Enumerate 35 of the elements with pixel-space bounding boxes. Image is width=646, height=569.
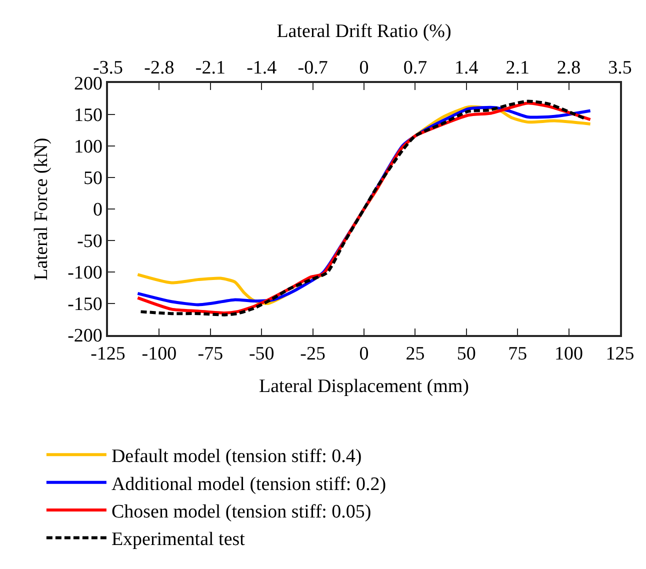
x2-axis-title: Lateral Drift Ratio (%) [276, 21, 452, 42]
legend-label: Default model (tension stiff: 0.4) [111, 446, 362, 468]
x-tick-label: 50 [456, 344, 476, 365]
y-tick-label: 50 [83, 168, 102, 190]
y-tick-label: 150 [74, 105, 102, 126]
x-tick-label: -75 [198, 344, 224, 365]
x2-tick-label: -0.7 [298, 58, 328, 79]
x-tick-label: 25 [406, 344, 425, 365]
y-tick-label: -100 [68, 262, 102, 284]
y-tick-label: -50 [77, 231, 102, 252]
x-tick-label: 0 [359, 344, 369, 365]
x2-tick-label: -1.4 [246, 58, 278, 79]
x-tick-label: 100 [554, 344, 584, 365]
x-tick-label: 75 [508, 344, 528, 365]
x2-tick-label: 0.7 [403, 58, 428, 79]
y-tick-label: 0 [92, 200, 102, 221]
x-tick-label: -25 [300, 344, 326, 365]
x2-tick-label: 0 [359, 58, 369, 79]
x-tick-label: -100 [142, 344, 177, 365]
x-tick-label: -50 [248, 344, 274, 365]
legend-label: Chosen model (tension stiff: 0.05) [111, 501, 372, 522]
x-axis-title: Lateral Displacement (mm) [259, 376, 469, 397]
x2-tick-label: 2.1 [506, 58, 530, 79]
x2-tick-label: 1.4 [454, 58, 479, 79]
x2-tick-label: -2.1 [195, 58, 226, 79]
x2-tick-label: -2.8 [144, 58, 174, 79]
x-tick-label: 125 [606, 344, 634, 365]
y-tick-label: -150 [68, 294, 102, 316]
y-axis-title: Lateral Force (kN) [30, 138, 52, 280]
x2-tick-label: 3.5 [608, 58, 632, 79]
y-tick-label: 200 [74, 74, 102, 95]
x2-tick-label: 2.8 [556, 58, 581, 79]
y-tick-label: 100 [74, 136, 102, 158]
legend-label: Experimental test [111, 529, 246, 550]
legend-label: Additional model (tension stiff: 0.2) [111, 474, 386, 495]
